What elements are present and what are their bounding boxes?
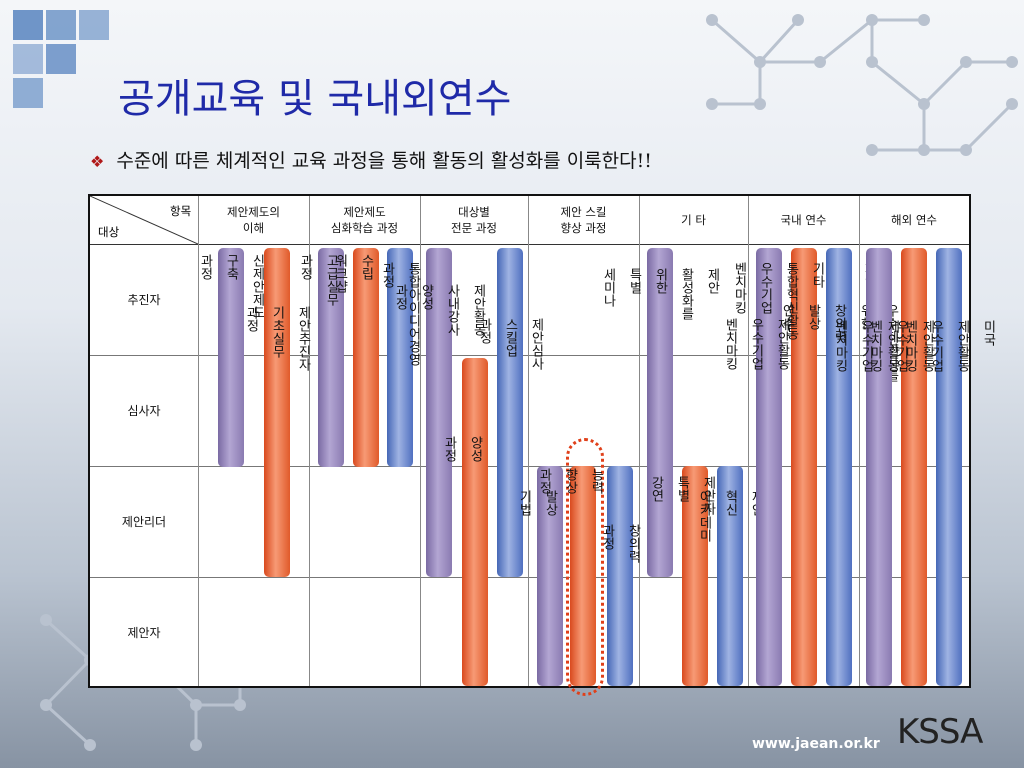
- course-bar: 창의력 과정: [600, 466, 641, 686]
- course-bar: 문제해결 능력 향상 과정: [537, 466, 630, 686]
- header-cell: 제안제도의 이해: [227, 205, 280, 235]
- col-divider: [309, 196, 310, 686]
- course-bar: 통합아이디어경영 과정: [380, 248, 421, 467]
- course-bar: 제안추진자 기초실무 과정: [244, 248, 311, 577]
- corner-diagonal: [90, 196, 198, 244]
- page-title: 공개교육 및 국내외연수: [118, 76, 512, 122]
- row-divider: [90, 577, 969, 578]
- course-bar: 우수제안자를 위한 창의력 발상 연수: [780, 248, 899, 686]
- course-bar: 일본 제안활동 우수기업 벤치마킹: [833, 248, 926, 686]
- course-bar: 제안 활성화를 위한 특별 세미나: [601, 248, 720, 577]
- highlight-dotted-outline: [566, 438, 604, 696]
- row-label: 제안자: [127, 626, 161, 640]
- header-cell: 국내 연수: [780, 213, 827, 227]
- course-bar: 제안리더 양성 과정: [442, 358, 509, 686]
- corner-label-target: 대상: [98, 225, 120, 239]
- bullet-text: 수준에 따른 체계적인 교육 과정을 통해 활동의 활성화를 이룩한다!!: [116, 150, 652, 172]
- header-divider: [90, 244, 969, 245]
- bullet-line: ❖ 수준에 따른 체계적인 교육 과정을 통해 활동의 활성화를 이룩한다!!: [90, 146, 652, 173]
- course-bar: 미국 제안활동 우수기업 벤치마킹: [903, 248, 996, 686]
- course-bar: 제안추진전략 수립 워크샵: [333, 248, 400, 467]
- bullet-diamond-icon: ❖: [90, 152, 105, 171]
- course-bar: 우수 제안자 특별 강연: [649, 466, 742, 686]
- col-divider: [639, 196, 640, 686]
- kssa-logo: KSSA: [897, 712, 999, 758]
- row-divider: [90, 466, 969, 467]
- header-cell: 대상별 전문 과정: [451, 205, 497, 235]
- course-bar: 신제안제도 구축 과정: [198, 248, 265, 467]
- decor-square: [79, 10, 109, 40]
- col-divider: [198, 196, 199, 686]
- footer-url-link[interactable]: www.jaean.or.kr: [752, 736, 880, 752]
- corner-label-item: 항목: [170, 204, 192, 218]
- decor-square: [13, 10, 43, 40]
- header-cell: 해외 연수: [891, 213, 937, 227]
- course-bar: 제안활동 사내강사 양성 과정: [393, 248, 486, 577]
- decor-square: [13, 44, 43, 74]
- row-label: 심사자: [127, 404, 161, 418]
- course-bar: 제안심사 스킬업 과정: [477, 248, 544, 577]
- course-bar: 제안 혁신 아카데미: [697, 466, 764, 686]
- col-divider: [748, 196, 749, 686]
- logo-text: KSSA: [897, 712, 983, 752]
- decor-square: [46, 44, 76, 74]
- col-divider: [528, 196, 529, 686]
- row-label: 제안리더: [121, 515, 167, 529]
- col-divider: [420, 196, 421, 686]
- row-label: 추진자: [127, 293, 161, 307]
- curriculum-table: 항목 대상 제안제도의 이해 제안제도 심화학습 과정 대상별 전문 과정 제안 스킬…: [88, 194, 996, 696]
- header-cell: 제안 스킬 향상 과정: [560, 205, 607, 235]
- col-divider: [859, 196, 860, 686]
- row-divider: [90, 355, 969, 356]
- decor-square: [46, 10, 76, 40]
- header-cell: 제안제도 심화학습 과정: [330, 205, 399, 235]
- course-bar: 호주 제안활동 우수기업 벤치마킹: [868, 248, 961, 686]
- decor-square: [13, 78, 43, 108]
- header-cell: 기 타: [681, 213, 706, 227]
